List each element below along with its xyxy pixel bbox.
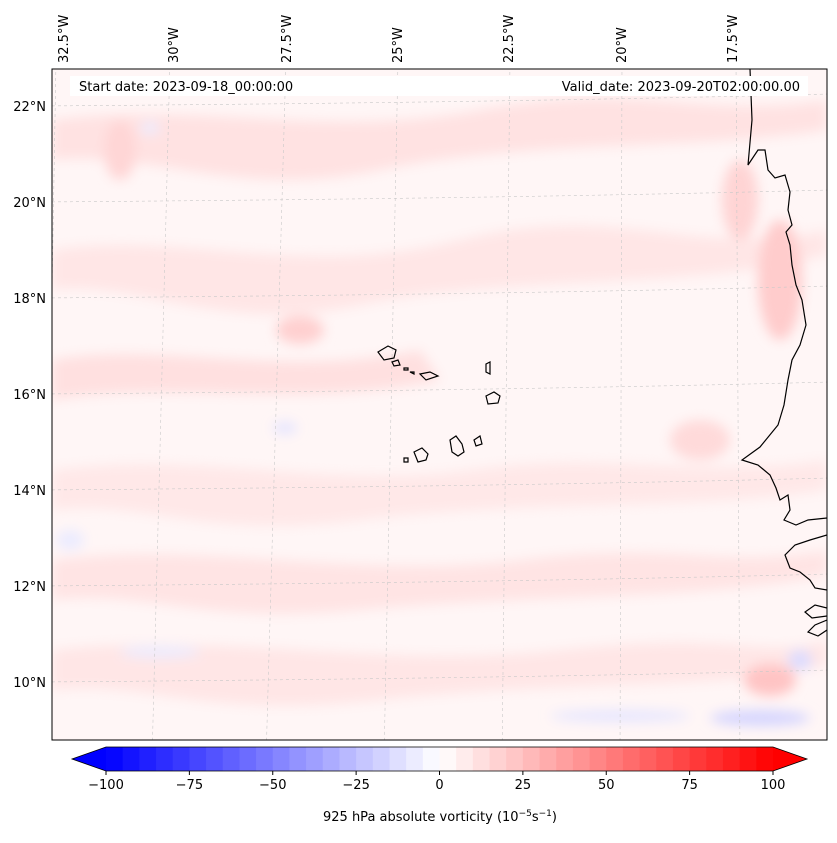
colorbar-cell: [172, 747, 190, 771]
lat-label: 10°N: [13, 676, 46, 691]
start-date-label: Start date: 2023-09-18_00:00:00: [79, 80, 293, 95]
coastline: [740, 69, 827, 637]
colorbar-cell: [239, 747, 257, 771]
colorbar-cell: [256, 747, 274, 771]
map-panel: [52, 69, 827, 740]
valid-date-label: Valid_date: 2023-09-20T02:00:00.00: [562, 80, 800, 95]
colorbar-cell: [689, 747, 707, 771]
lon-label: 30°W: [167, 27, 182, 63]
colorbar-cell: [672, 747, 691, 771]
colorbar-cell: [639, 747, 657, 771]
colorbar-cell: [372, 747, 391, 771]
colorbar-tick-label: 75: [681, 778, 698, 793]
colorbar-cell: [272, 747, 291, 771]
map-frame: [51, 68, 828, 741]
colorbar-tick-label: −50: [259, 778, 286, 793]
colorbar-cell: [406, 747, 424, 771]
vorticity-field: [52, 98, 827, 726]
lat-label: 16°N: [13, 388, 46, 403]
colorbar: −100 −75 −50 −25 0 25 50 75 100 925 hPa absolute…: [70, 746, 809, 825]
colorbar-label: 925 hPa absolute vorticity (10−5s−1): [323, 809, 557, 825]
colorbar-cell: [139, 747, 157, 771]
colorbar-extend-low: [72, 747, 106, 771]
colorbar-cells: [106, 747, 774, 771]
colorbar-tick-label: 0: [435, 778, 443, 793]
lon-label: 22.5°W: [502, 15, 517, 63]
colorbar-cell: [572, 747, 591, 771]
colorbar-cell: [589, 747, 607, 771]
colorbar-cell: [306, 747, 324, 771]
colorbar-tick-label: 100: [761, 778, 786, 793]
lon-label: 32.5°W: [57, 15, 72, 63]
colorbar-tick-label: −25: [342, 778, 369, 793]
lat-label: 12°N: [13, 580, 46, 595]
colorbar-cell: [556, 747, 574, 771]
lon-label: 25°W: [391, 27, 406, 63]
lat-label: 14°N: [13, 484, 46, 499]
lat-label: 20°N: [13, 196, 46, 211]
colorbar-tick-label: −100: [88, 778, 124, 793]
graticule: [52, 69, 827, 740]
colorbar-cell: [122, 747, 140, 771]
colorbar-cell: [622, 747, 641, 771]
colorbar-cell: [506, 747, 524, 771]
cape-verde-islands: [377, 345, 501, 463]
colorbar-cell: [356, 747, 374, 771]
colorbar-cell: [156, 747, 174, 771]
colorbar-cell: [739, 747, 757, 771]
colorbar-cell: [756, 747, 774, 771]
lon-label: 20°W: [615, 27, 630, 63]
colorbar-ticks: −100 −75 −50 −25 0 25 50 75 100: [88, 771, 785, 793]
colorbar-cell: [339, 747, 357, 771]
map-background: [52, 69, 827, 740]
longitude-labels: 32.5°W 30°W 27.5°W 25°W 22.5°W 20°W 17.5…: [57, 15, 741, 63]
colorbar-tick-label: 50: [598, 778, 615, 793]
colorbar-cell: [456, 747, 474, 771]
map-header-band: [70, 76, 808, 96]
colorbar-cell: [489, 747, 507, 771]
colorbar-cell: [656, 747, 674, 771]
colorbar-cell: [389, 747, 407, 771]
lat-label: 22°N: [13, 100, 46, 115]
colorbar-cell: [189, 747, 207, 771]
lon-label: 27.5°W: [280, 15, 295, 63]
colorbar-cell: [606, 747, 624, 771]
colorbar-tick-label: −75: [176, 778, 203, 793]
colorbar-cell: [706, 747, 724, 771]
latitude-labels: 22°N 20°N 18°N 16°N 14°N 12°N 10°N: [13, 100, 46, 691]
colorbar-cell: [539, 747, 557, 771]
colorbar-cell: [289, 747, 307, 771]
lon-label: 17.5°W: [726, 15, 741, 63]
colorbar-cell: [206, 747, 224, 771]
colorbar-cell: [322, 747, 341, 771]
colorbar-cell: [439, 747, 457, 771]
colorbar-cell: [472, 747, 491, 771]
colorbar-cell: [722, 747, 741, 771]
colorbar-tick-label: 25: [515, 778, 532, 793]
colorbar-cell: [106, 747, 124, 771]
colorbar-cell: [522, 747, 541, 771]
colorbar-cell: [422, 747, 441, 771]
colorbar-extend-high: [773, 747, 807, 771]
lat-label: 18°N: [13, 292, 46, 307]
colorbar-cell: [222, 747, 241, 771]
